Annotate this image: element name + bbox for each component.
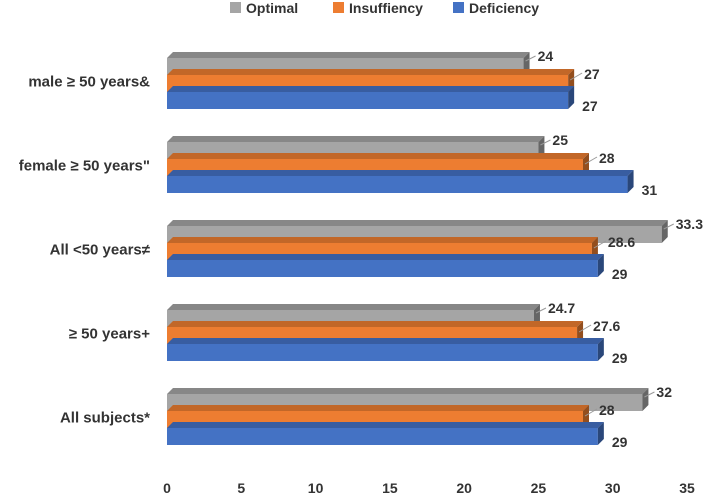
leader-line: [593, 240, 607, 249]
legend-swatch-1: [333, 2, 344, 13]
x-axis-ticks: 0 5 10 15 20 25 30 35: [163, 480, 695, 496]
data-label-4-1: 28: [599, 402, 615, 418]
legend: Optimal Insuffiency Deficiency: [230, 0, 539, 16]
category-label-3: ≥ 50 years+: [69, 326, 150, 343]
bar-top-face: [167, 69, 575, 75]
data-label-2-1: 28.6: [608, 234, 635, 250]
data-label-3-1: 27.6: [593, 318, 620, 334]
bar-front-face: [167, 92, 569, 109]
bar-top-face: [167, 220, 668, 226]
leader-line: [535, 307, 547, 314]
data-label-0-0: 24: [538, 48, 554, 64]
bar-top-face: [167, 422, 604, 428]
bar-top-face: [167, 254, 604, 260]
data-label-3-0: 24.7: [548, 300, 575, 316]
category-label-2: All <50 years≠: [50, 242, 151, 259]
category-label-4: All subjects*: [60, 410, 150, 427]
bar-end-face: [642, 388, 649, 411]
data-label-1-1: 28: [599, 150, 615, 166]
bar-group-2: 33.3 28.6 29: [167, 216, 703, 282]
bar-top-face: [167, 388, 649, 394]
bar-front-face: [167, 260, 598, 277]
data-label-2-2: 29: [612, 266, 628, 282]
bar-top-face: [167, 304, 540, 310]
bar-0-2: 27: [167, 86, 598, 114]
category-label-1: female ≥ 50 years": [19, 158, 150, 175]
leader-line: [584, 156, 598, 165]
bar-end-face: [568, 86, 575, 109]
leader-line: [644, 391, 655, 398]
bar-end-face: [597, 422, 604, 445]
legend-label-1: Insuffiency: [349, 0, 423, 16]
x-tick-label-4: 20: [456, 480, 472, 496]
x-tick-label-0: 0: [163, 480, 171, 496]
bar-top-face: [167, 52, 530, 58]
bar-group-3: 24.7 27.6 29: [167, 300, 628, 366]
data-label-1-2: 31: [642, 182, 658, 198]
leader-line: [540, 139, 551, 146]
legend-label-2: Deficiency: [469, 0, 539, 16]
legend-label-0: Optimal: [246, 0, 298, 16]
bar-1-2: 31: [167, 170, 657, 198]
bar-top-face: [167, 321, 584, 327]
bar-front-face: [167, 176, 628, 193]
bar-top-face: [167, 338, 604, 344]
bar-4-2: 29: [167, 422, 628, 450]
bar-end-face: [597, 254, 604, 277]
data-label-4-2: 29: [612, 434, 628, 450]
x-tick-label-6: 30: [605, 480, 621, 496]
bar-front-face: [167, 428, 598, 445]
bar-top-face: [167, 405, 589, 411]
bar-top-face: [167, 170, 634, 176]
bar-top-face: [167, 136, 545, 142]
bar-top-face: [167, 153, 589, 159]
leader-line: [525, 55, 536, 62]
bar-top-face: [167, 86, 575, 92]
legend-swatch-2: [453, 2, 464, 13]
data-label-1-0: 25: [552, 132, 568, 148]
data-label-3-2: 29: [612, 350, 628, 366]
bar-front-face: [167, 344, 598, 361]
x-tick-label-3: 15: [382, 480, 398, 496]
category-label-0: male ≥ 50 years&: [28, 74, 150, 91]
data-label-2-0: 33.3: [676, 216, 703, 232]
bars: 24 27 27 25 28 31 33.3 28.6 29 24.7 27.6 29 32 28 29: [167, 48, 703, 450]
bar-group-0: 24 27 27: [167, 48, 600, 114]
bar-top-face: [167, 237, 598, 243]
bar-end-face: [661, 220, 668, 243]
bar-group-4: 32 28 29: [167, 384, 672, 450]
data-label-0-2: 27: [582, 98, 598, 114]
bar-group-1: 25 28 31: [167, 132, 657, 198]
x-tick-label-2: 10: [308, 480, 324, 496]
x-tick-label-7: 35: [679, 480, 695, 496]
bar-end-face: [627, 170, 634, 193]
leader-line: [569, 72, 583, 81]
leader-line: [663, 223, 674, 230]
leader-line: [578, 324, 592, 333]
x-tick-label-5: 25: [531, 480, 547, 496]
data-label-4-0: 32: [656, 384, 672, 400]
bar-3-2: 29: [167, 338, 628, 366]
data-label-0-1: 27: [584, 66, 600, 82]
bar-2-2: 29: [167, 254, 628, 282]
legend-swatch-0: [230, 2, 241, 13]
leader-line: [584, 408, 598, 417]
x-tick-label-1: 5: [237, 480, 245, 496]
category-labels: male ≥ 50 years&female ≥ 50 years" All <5…: [19, 74, 151, 427]
bar-end-face: [597, 338, 604, 361]
